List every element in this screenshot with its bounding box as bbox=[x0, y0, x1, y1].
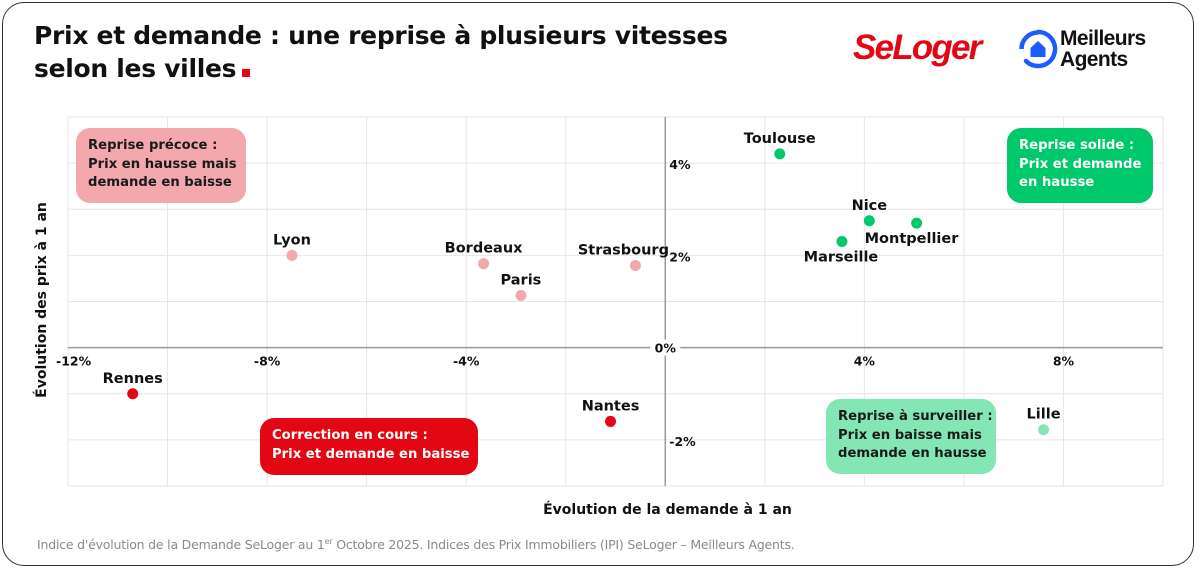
quadrant-text: en hausse bbox=[1019, 175, 1095, 190]
x-tick-label: 8% bbox=[1053, 354, 1075, 369]
quadrant-text: demande en baisse bbox=[88, 175, 232, 190]
axes bbox=[68, 117, 1163, 486]
quadrant-text: demande en hausse bbox=[838, 446, 987, 461]
title-line-1: Prix et demande : une reprise à plusieur… bbox=[34, 21, 728, 50]
city-label-strasbourg: Strasbourg bbox=[578, 243, 669, 259]
x-tick-label: -4% bbox=[453, 354, 480, 369]
data-point-paris bbox=[515, 290, 527, 302]
quadrant-text: Prix et demande en baisse bbox=[272, 446, 470, 462]
quadrant-text: Prix en baisse mais bbox=[838, 427, 982, 443]
city-label-nantes: Nantes bbox=[582, 398, 640, 414]
data-point-strasbourg bbox=[629, 260, 641, 272]
city-label-montpellier: Montpellier bbox=[865, 231, 960, 247]
data-point-toulouse bbox=[774, 148, 786, 160]
source-footnote: Indice d'évolution de la Demande SeLoger… bbox=[37, 537, 795, 552]
city-label-lille: Lille bbox=[1027, 407, 1061, 423]
data-point-nice bbox=[863, 215, 875, 227]
logo-text-agents: Agents bbox=[1060, 48, 1128, 71]
quadrant-text: Prix en hausse mais bbox=[88, 156, 237, 172]
data-point-montpellier bbox=[911, 217, 923, 229]
data-point-nantes bbox=[605, 415, 617, 427]
city-label-rennes: Rennes bbox=[103, 371, 163, 387]
quadrant-title: Reprise à surveiller : bbox=[838, 409, 993, 424]
data-point-rennes bbox=[127, 388, 139, 400]
quadrant-title: Reprise solide : bbox=[1019, 138, 1135, 153]
quadrant-label-watch-recovery: Reprise à surveiller : Prix en baisse ma… bbox=[826, 399, 996, 474]
x-tick-label: 4% bbox=[854, 354, 876, 369]
title-line-2: selon les villes bbox=[34, 54, 237, 83]
logo-text-meilleurs: Meilleurs bbox=[1060, 27, 1146, 50]
data-point-bordeaux bbox=[478, 258, 490, 270]
quadrant-label-solid-recovery: Reprise solide : Prix et demande en haus… bbox=[1007, 128, 1153, 203]
y-axis-title: Évolution des prix à 1 an bbox=[34, 202, 50, 398]
y-tick-label: 4% bbox=[669, 157, 691, 172]
data-point-marseille bbox=[836, 236, 848, 248]
seloger-logo: SeLoger bbox=[853, 28, 982, 67]
quadrant-label-early-recovery: Reprise précoce : Prix en hausse mais de… bbox=[76, 128, 246, 203]
page-title: Prix et demande : une reprise à plusieur… bbox=[34, 19, 728, 85]
quadrant-title: Reprise précoce : bbox=[88, 138, 218, 153]
city-label-lyon: Lyon bbox=[273, 232, 311, 248]
y-tick-label: -2% bbox=[669, 434, 696, 449]
quadrant-text: Prix et demande bbox=[1019, 156, 1142, 172]
x-tick-label: 0% bbox=[655, 341, 677, 356]
city-label-bordeaux: Bordeaux bbox=[445, 241, 523, 257]
data-point-lyon bbox=[286, 249, 298, 261]
city-label-nice: Nice bbox=[852, 198, 888, 214]
footnote-text: Indice d'évolution de la Demande SeLoger… bbox=[37, 537, 325, 553]
city-labels: Toulouse Nice Montpellier Marseille Lyon Bord… bbox=[103, 131, 1061, 423]
title-red-square-icon bbox=[242, 69, 251, 77]
data-point-lille bbox=[1038, 424, 1050, 436]
footnote-text: Octobre 2025. Indices des Prix Immobilie… bbox=[332, 537, 795, 553]
city-label-toulouse: Toulouse bbox=[744, 131, 816, 147]
x-axis-title: Évolution de la demande à 1 an bbox=[543, 502, 792, 518]
house-circle-icon bbox=[1019, 29, 1058, 69]
city-label-marseille: Marseille bbox=[804, 250, 879, 266]
city-label-paris: Paris bbox=[501, 273, 542, 289]
zero-label-bg bbox=[650, 339, 681, 356]
x-tick-label: -8% bbox=[254, 354, 281, 369]
x-tick-label: -12% bbox=[56, 354, 92, 369]
tick-labels: -12% -8% -4% 0% 4% 8% 4% 2% -2% bbox=[56, 157, 1075, 449]
data-points bbox=[127, 148, 1050, 436]
y-tick-label: 2% bbox=[669, 249, 691, 264]
footnote-superscript: er bbox=[324, 537, 333, 546]
quadrant-title: Correction en cours : bbox=[272, 428, 428, 443]
quadrant-label-correction: Correction en cours : Prix et demande en… bbox=[260, 418, 478, 475]
